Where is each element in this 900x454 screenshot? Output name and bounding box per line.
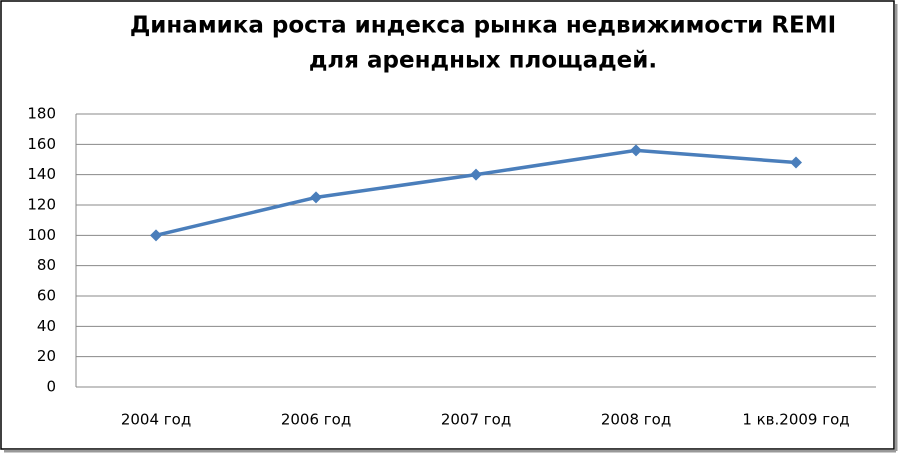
marker [150,229,162,242]
y-tick-label: 100 [27,226,56,244]
x-tick-label: 2007 год [441,411,511,429]
y-tick-label: 20 [37,347,56,365]
y-tick-label: 160 [27,135,56,153]
marker [630,144,642,157]
x-tick-label: 2006 год [281,411,351,429]
marker [310,191,322,204]
x-tick-label: 2004 год [121,411,191,429]
marker [470,168,482,181]
y-tick-label: 140 [27,165,56,183]
chart-title: Динамика роста индекса рынка недвижимост… [130,13,836,39]
y-tick-label: 0 [46,378,56,396]
y-tick-label: 80 [37,256,56,274]
y-tick-label: 40 [37,317,56,335]
chart-title: для арендных площадей. [309,48,657,74]
y-tick-label: 180 [27,105,56,123]
x-tick-label: 2008 год [601,411,671,429]
y-tick-label: 60 [37,287,56,305]
x-tick-label: 1 кв.2009 год [742,411,849,429]
y-tick-label: 120 [27,196,56,214]
marker [790,156,802,169]
